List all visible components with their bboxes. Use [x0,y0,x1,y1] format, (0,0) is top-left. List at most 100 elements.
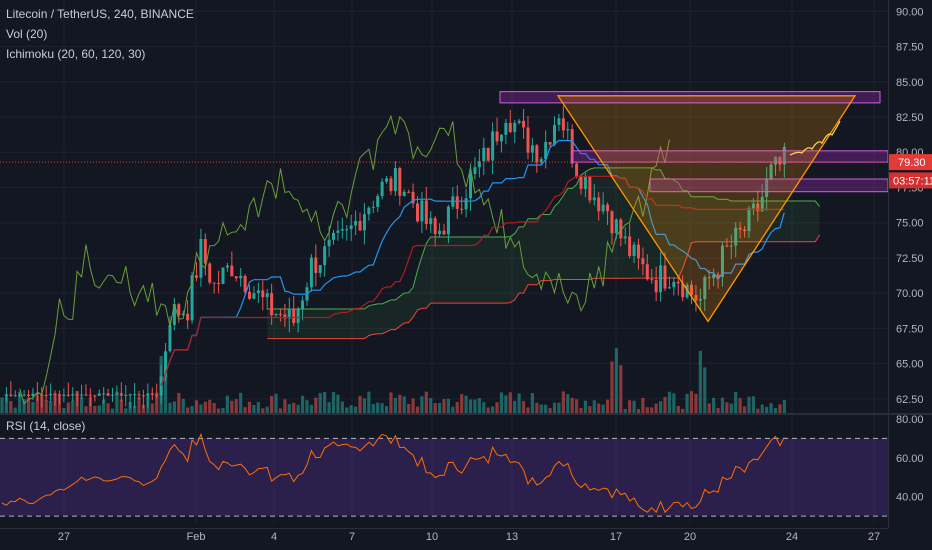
volume-bar [756,408,760,413]
volume-bar [778,404,782,413]
candle-body [66,394,70,396]
x-tick-label: 4 [271,531,277,543]
volume-bar [239,392,243,413]
candle-body [111,394,114,396]
volume-bar [734,391,738,413]
volume-bar [66,402,70,413]
candle-body [553,124,556,145]
rsi-tick-label: 80.00 [896,414,924,426]
candle-body [579,176,583,189]
rsi-pane: 80.00 60.00 40.00 [0,414,924,517]
candle-body [80,394,84,396]
x-tick-label: 27 [58,531,70,543]
chikou-span [19,114,670,405]
candle-body [358,221,362,231]
y-tick-label: 65.00 [896,359,924,371]
countdown-label: 03:57:11 [893,175,932,187]
indicator-ichimoku-label[interactable]: Ichimoku (20, 60, 120, 30) [6,47,146,61]
symbol-title[interactable]: Litecoin / TetherUS, 240, BINANCE [6,7,194,21]
volume-bar [102,399,106,413]
volume-bar [35,395,39,413]
volume-bar [614,348,618,413]
candle-body [380,181,384,197]
volume-bar [31,401,35,413]
volume-bar [18,391,22,413]
x-tick-label: 13 [506,531,518,543]
volume-bar [619,365,623,413]
candle-body [9,394,13,396]
candle-body [106,393,110,396]
candle-body [628,236,632,256]
candle-body [385,178,389,182]
candle-body [535,145,539,163]
tenkan-sen [160,139,785,387]
candle-body [150,393,154,395]
candle-body [517,120,521,123]
candle-body [141,395,145,397]
candle-body [296,309,300,323]
candle-body [88,394,92,396]
volume-bar [605,399,610,413]
candle-body [172,304,176,326]
volume-bar [712,397,716,413]
volume-bar [256,401,260,413]
volume-bar [194,400,199,413]
candle-body [199,238,203,278]
volume-bar [106,403,110,413]
candle-body [137,394,141,396]
volume-bar [190,406,194,413]
volume-bar [583,400,588,413]
candle-body [415,203,419,222]
candle-body [698,298,702,301]
volume-bar [504,395,508,413]
volume-bar [544,404,548,413]
candle-body [274,313,278,316]
candle-body [411,191,415,204]
candle-body [261,290,265,298]
candle-body [27,394,31,396]
candle-body [774,156,777,165]
volume-bar [186,407,190,413]
volume-bar [628,400,632,413]
candle-body [477,161,481,168]
volume-bar [451,406,455,413]
candle-body [469,174,473,199]
volume-bar [495,402,499,413]
volume-bar [530,393,534,413]
candle-body [155,394,159,396]
volume-bar [773,407,778,413]
candle-body [301,300,305,310]
volume-bar [168,402,172,413]
candle-body [561,118,565,131]
candle-body [526,127,530,153]
candle-body [729,245,733,247]
volume-bar [676,405,680,413]
volume-bar [93,405,97,413]
volume-bar [292,402,296,413]
volume-bar [274,393,278,413]
x-tick-label: 7 [349,531,355,543]
volume-bar [234,399,238,413]
drawings[interactable] [0,91,889,323]
candle-body [504,122,508,135]
candle-body [583,176,587,189]
candle-body [398,168,402,196]
volume-bar [181,398,185,413]
candle-body [778,156,782,165]
volume-bar [486,407,490,413]
candle-body [424,200,428,225]
candle-body [362,214,366,231]
volume-bar [663,396,667,413]
volume-bar [420,396,424,413]
indicator-volume-label[interactable]: Vol (20) [6,27,48,41]
candle-body [654,279,658,293]
candle-body [194,275,198,278]
candle-body [203,238,207,264]
candle-body [743,229,747,232]
volume-bar [163,362,168,413]
rsi-title[interactable]: RSI (14, close) [6,419,86,433]
candle-body [588,176,592,201]
candle-body [544,142,548,160]
